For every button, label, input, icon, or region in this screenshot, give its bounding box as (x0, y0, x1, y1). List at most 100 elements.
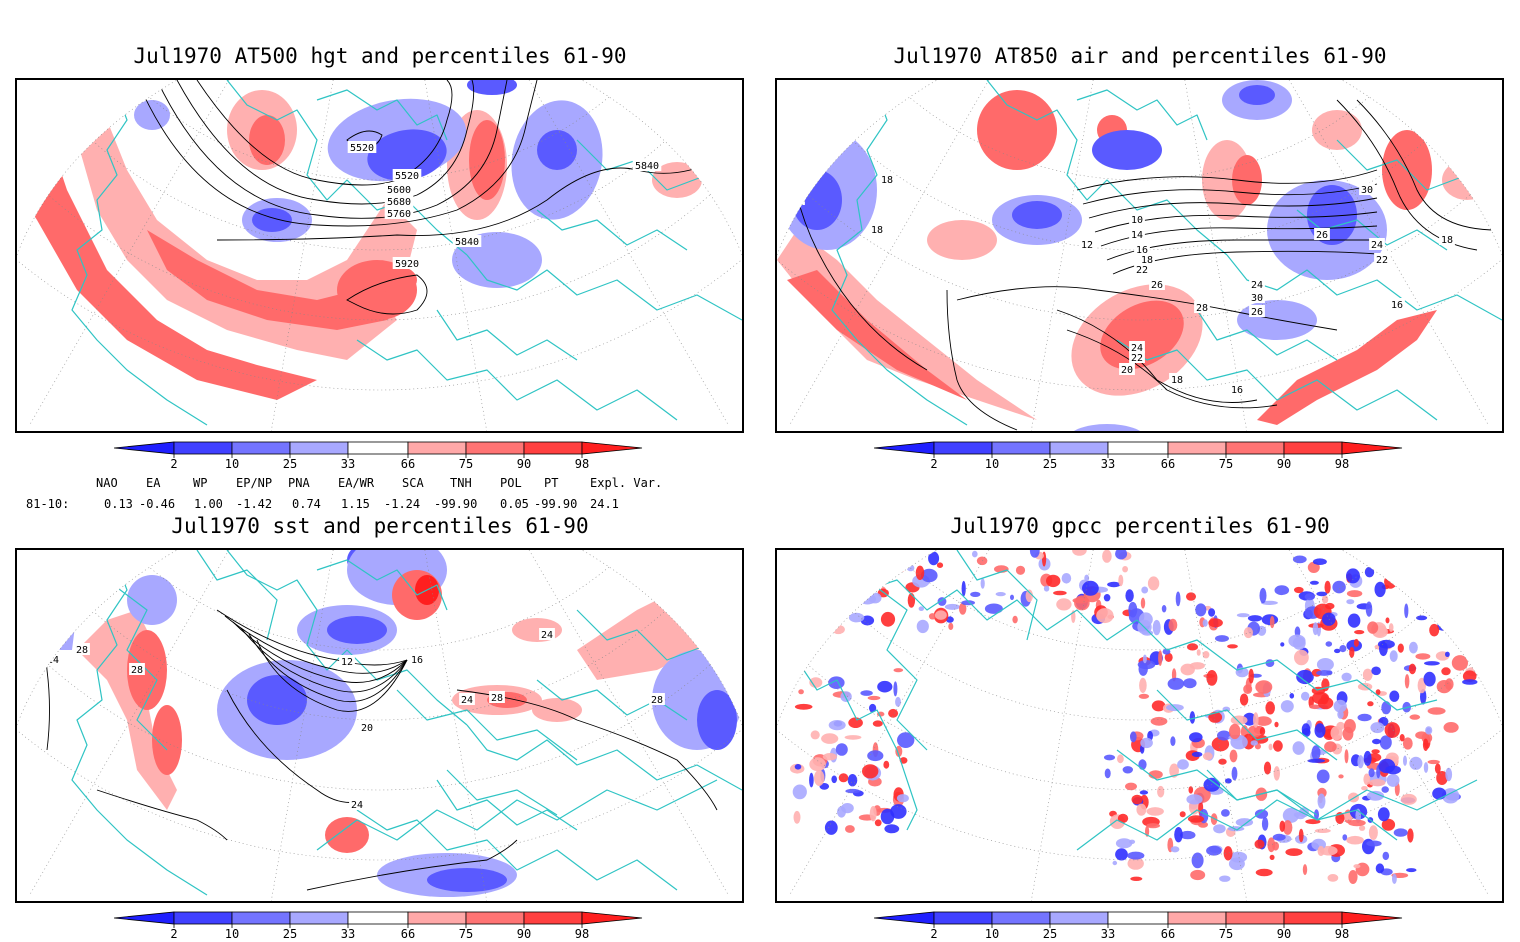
svg-text:24: 24 (47, 655, 59, 666)
colorbar-segment (1167, 441, 1227, 455)
precip-speckle (1164, 652, 1173, 662)
anomaly-shading (327, 616, 387, 644)
anomaly-shading (977, 90, 1057, 170)
coastline (396, 689, 578, 761)
precip-speckle (1285, 848, 1303, 856)
precip-speckle (1015, 565, 1026, 575)
colorbar-segment (347, 441, 409, 455)
precip-speckle (1229, 723, 1241, 740)
tele-value-pt: -99.90 (534, 497, 578, 511)
svg-text:16: 16 (1231, 385, 1243, 396)
precip-speckle (1292, 636, 1306, 650)
svg-text:5760: 5760 (387, 209, 411, 220)
svg-text:26: 26 (1151, 280, 1163, 291)
contour-label: 18 (1139, 253, 1155, 266)
anomaly-shading (17, 80, 417, 360)
precip-speckle (1324, 580, 1331, 594)
precip-speckle (1375, 689, 1381, 695)
contour-label: 24 (349, 798, 365, 811)
precip-speckle (1397, 643, 1404, 653)
precip-speckle (1128, 601, 1138, 618)
contour-label: 24 (1369, 238, 1385, 251)
colorbar-segment (933, 441, 993, 455)
precip-speckle (848, 612, 865, 623)
precip-speckle (1273, 766, 1280, 781)
contour-label: 22 (1134, 263, 1150, 276)
precip-speckle (1189, 732, 1203, 743)
precip-speckle (1115, 838, 1133, 849)
precip-speckle (1409, 714, 1421, 720)
precip-speckle (1255, 868, 1273, 877)
precip-speckle (1432, 787, 1447, 800)
contour-label: 28 (74, 643, 90, 656)
precip-speckle (976, 556, 988, 566)
domain-mask (582, 80, 742, 255)
precip-speckle (1112, 860, 1118, 866)
precip-speckle (1304, 593, 1315, 601)
precip-speckle (1367, 621, 1379, 634)
precip-speckle (1342, 834, 1348, 841)
precip-speckle (1061, 573, 1072, 584)
precip-speckle (1162, 648, 1171, 655)
height-contour (156, 80, 508, 219)
precip-speckle (1296, 669, 1314, 685)
precip-speckle (1339, 645, 1347, 653)
domain-mask (17, 550, 177, 725)
precip-speckle (1177, 759, 1189, 770)
precip-speckle (1215, 635, 1229, 642)
anomaly-shading (249, 115, 285, 165)
anomaly-shading (652, 162, 702, 198)
precip-speckle (1422, 738, 1429, 751)
contour-label: 24 (429, 900, 445, 901)
precip-speckle (1312, 558, 1327, 565)
svg-text:14: 14 (1131, 230, 1143, 241)
precip-speckle (1072, 597, 1089, 604)
precip-speckle (1388, 623, 1394, 632)
precip-speckle (848, 717, 863, 728)
colorbar-sst: 2 10 25 33 66 75 90 98 (114, 910, 644, 941)
precip-speckle (1082, 580, 1099, 596)
precip-speckle (970, 591, 981, 597)
precip-speckle (862, 764, 879, 779)
precip-speckle (1368, 825, 1378, 840)
contour-label: 5840 (452, 235, 482, 248)
tele-header-wp: WP (193, 476, 208, 490)
domain-edge (777, 550, 938, 726)
anomaly-shading (532, 698, 582, 722)
colorbar-segment (289, 911, 349, 925)
precip-speckle (1381, 786, 1389, 793)
colorbar-arrow-left (874, 911, 935, 925)
precip-speckle (1255, 680, 1273, 694)
precip-speckle (1292, 555, 1307, 564)
contour-label: 30 (1359, 183, 1375, 196)
precip-speckle (1316, 591, 1328, 597)
precip-speckle (1317, 845, 1325, 857)
precip-speckle (895, 745, 903, 757)
precip-speckle (1280, 700, 1294, 713)
colorbar-arrow-left (114, 441, 175, 455)
colorbar-label: 90 (517, 457, 531, 471)
height-contour (946, 289, 1018, 431)
precip-speckle (1302, 864, 1308, 876)
precip-speckle (1136, 803, 1147, 816)
precip-speckle (1399, 734, 1405, 742)
colorbar-label: 25 (1043, 927, 1057, 941)
precip-speckle (1189, 662, 1205, 670)
precip-speckle (1117, 813, 1129, 823)
precip-speckle (1357, 713, 1372, 722)
precip-speckle (1334, 648, 1341, 654)
precip-speckle (1265, 701, 1275, 715)
precip-speckle (860, 690, 873, 696)
contour-label: 16 (409, 653, 425, 666)
contour-label: 24 (459, 693, 475, 706)
precip-speckle (959, 602, 967, 615)
precip-speckle (1427, 759, 1440, 765)
precip-speckle (1261, 817, 1269, 831)
precip-speckle (1147, 576, 1160, 591)
svg-text:24: 24 (541, 630, 553, 641)
contour-label: 26 (1249, 305, 1265, 318)
anomaly-shading (1257, 310, 1437, 425)
precip-speckle (793, 810, 801, 824)
precip-speckle (1314, 723, 1326, 738)
svg-text:16: 16 (411, 655, 423, 666)
